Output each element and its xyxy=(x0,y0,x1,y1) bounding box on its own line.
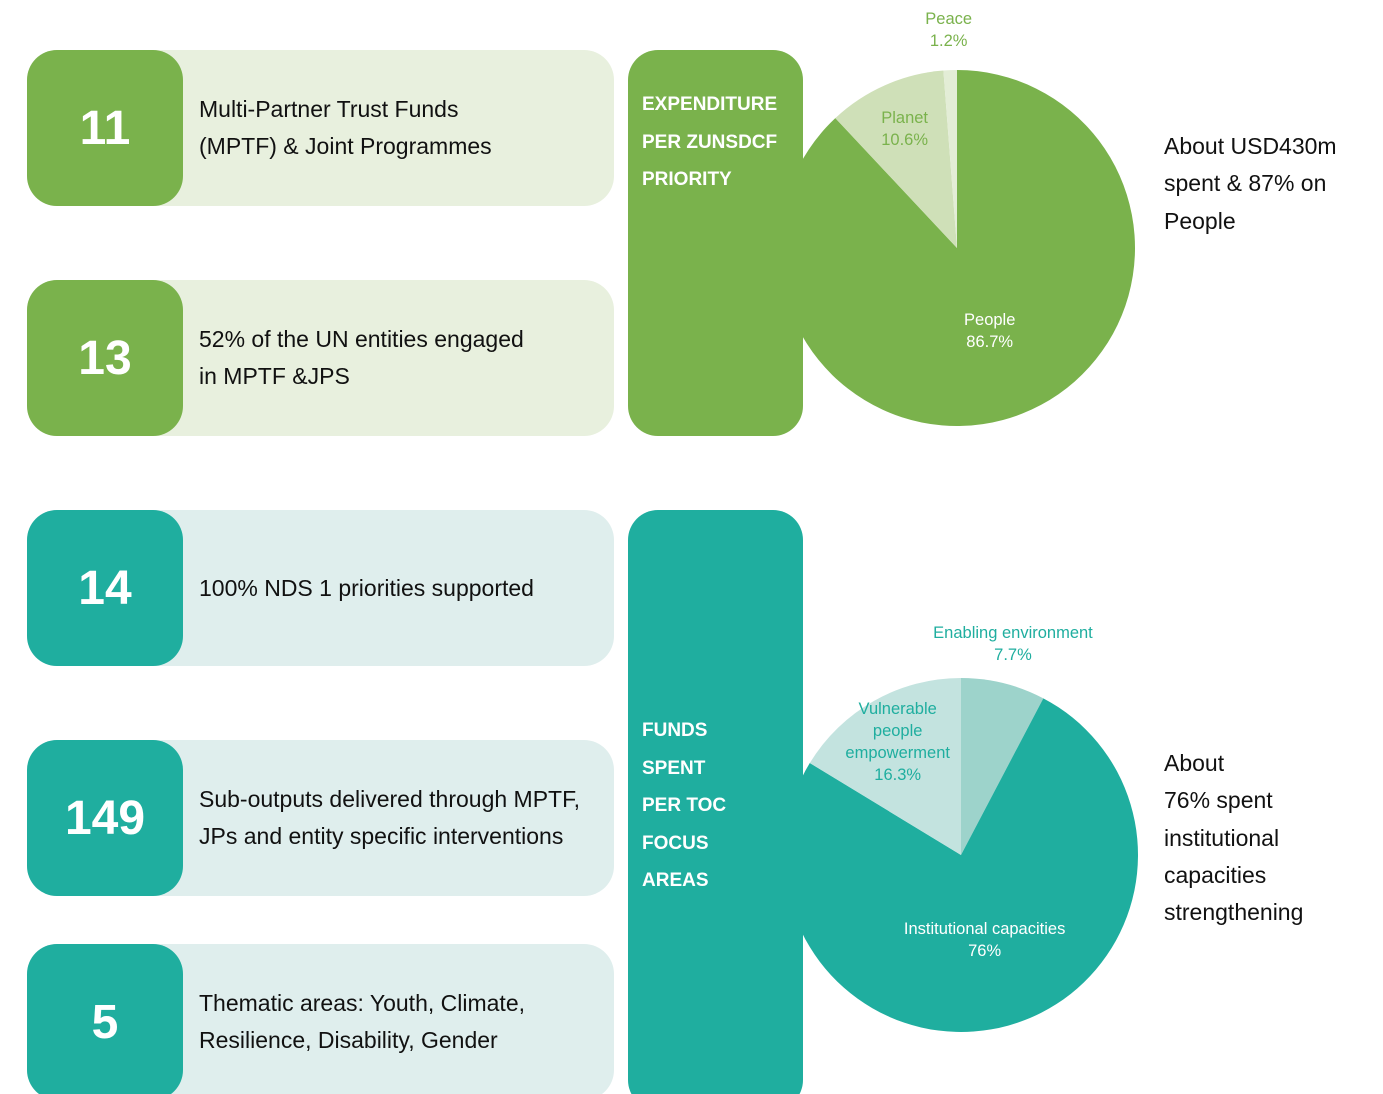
text-line: People xyxy=(1164,207,1236,234)
text-line: institutional xyxy=(1164,824,1280,851)
text-line: PER ZUNSDCF xyxy=(642,131,778,153)
text-line: PER TOC xyxy=(642,795,727,816)
annotation: About 76% spent institutional capacities str… xyxy=(1164,745,1303,931)
stat-text: Sub-outputs delivered through MPTF, JPs a… xyxy=(199,740,580,896)
stat-text: 52% of the UN entities engaged in MPTF &J… xyxy=(199,280,524,436)
text-line: PRIORITY xyxy=(642,169,732,190)
chart-title-panel: EXPENDITURE PER ZUNSDCF PRIORITY xyxy=(628,50,803,436)
stat-number: 14 xyxy=(27,510,183,666)
text-line: 76% spent xyxy=(1164,787,1273,814)
text-line: AREAS xyxy=(642,870,709,891)
stat-text: 100% NDS 1 priorities supported xyxy=(199,510,534,666)
stat-number: 5 xyxy=(27,944,183,1094)
text-line: Resilience, Disability, Gender xyxy=(199,1027,498,1053)
pie-category: Peace xyxy=(925,10,973,29)
stat-number: 11 xyxy=(27,50,183,206)
pie-label: Vulnerable people empowerment 16.3% xyxy=(835,698,960,786)
stat-card: 13 52% of the UN entities engaged in MPTF … xyxy=(27,280,614,436)
pie-label: Planet 10.6% xyxy=(842,107,967,151)
text-line: FUNDS xyxy=(642,720,708,741)
pie-value: 76% xyxy=(968,942,1002,961)
stat-card: 149 Sub-outputs delivered through MPTF, JP… xyxy=(27,740,614,896)
text-line: in MPTF &JPS xyxy=(199,363,350,389)
text-line: spent & 87% on xyxy=(1164,170,1327,197)
stat-card: 11 Multi-Partner Trust Funds (MPTF) & Join… xyxy=(27,50,614,206)
stat-number: 149 xyxy=(27,740,183,896)
text-line: Thematic areas: Youth, Climate, xyxy=(199,990,525,1016)
stat-card: 5 Thematic areas: Youth, Climate, Resilien… xyxy=(27,944,614,1094)
pie-value: 7.7% xyxy=(994,646,1032,665)
pie-label: Institutional capacities 76% xyxy=(904,918,1065,962)
text-line: FOCUS xyxy=(642,832,709,854)
pie-category: Institutional capacities xyxy=(903,920,1066,939)
pie-category: Vulnerable people empowerment xyxy=(845,700,950,763)
pie-slice xyxy=(809,677,961,855)
stat-text: Thematic areas: Youth, Climate, Resilienc… xyxy=(199,944,525,1094)
pie-slice xyxy=(943,70,957,248)
pie-value: 86.7% xyxy=(966,332,1014,351)
pie-slice xyxy=(783,698,1138,1032)
text-line: About USD430m xyxy=(1164,133,1337,159)
text-line: strengthening xyxy=(1164,899,1304,926)
text-line: EXPENDITURE xyxy=(642,94,778,115)
annotation: About USD430m spent & 87% on People xyxy=(1164,128,1337,240)
chart-title: EXPENDITURE PER ZUNSDCF PRIORITY xyxy=(642,86,803,199)
text-line: About xyxy=(1164,750,1225,776)
pie-label: Enabling environment 7.7% xyxy=(933,622,1093,666)
pie-label: People 86.7% xyxy=(964,309,1015,353)
pie-label: Peace 1.2% xyxy=(925,8,972,52)
pie-value: 16.3% xyxy=(874,766,922,785)
stat-card: 14 100% NDS 1 priorities supported xyxy=(27,510,614,666)
stat-number: 13 xyxy=(27,280,183,436)
pie-category: Enabling environment xyxy=(933,624,1093,643)
pie-slice xyxy=(961,678,1044,855)
text-line: JPs and entity specific interventions xyxy=(199,823,564,849)
pie-value: 1.2% xyxy=(929,32,968,51)
pie-value: 10.6% xyxy=(881,131,929,150)
text-line: Sub-outputs delivered through MPTF, xyxy=(199,786,580,812)
text-line: (MPTF) & Joint Programmes xyxy=(199,133,492,159)
pie-category: Planet xyxy=(881,109,929,128)
chart-title-panel: FUNDS SPENT PER TOC FOCUS AREAS xyxy=(628,510,803,1094)
pie-slice xyxy=(835,70,957,248)
chart-title: FUNDS SPENT PER TOC FOCUS AREAS xyxy=(642,712,803,900)
text-line: capacities xyxy=(1164,861,1267,888)
text-line: 52% of the UN entities engaged xyxy=(199,326,524,352)
text-line: 100% NDS 1 priorities supported xyxy=(199,574,534,601)
stat-text: Multi-Partner Trust Funds (MPTF) & Joint … xyxy=(199,50,492,206)
pie-category: People xyxy=(964,310,1016,329)
text-line: SPENT xyxy=(642,757,706,779)
text-line: Multi-Partner Trust Funds xyxy=(199,96,459,122)
